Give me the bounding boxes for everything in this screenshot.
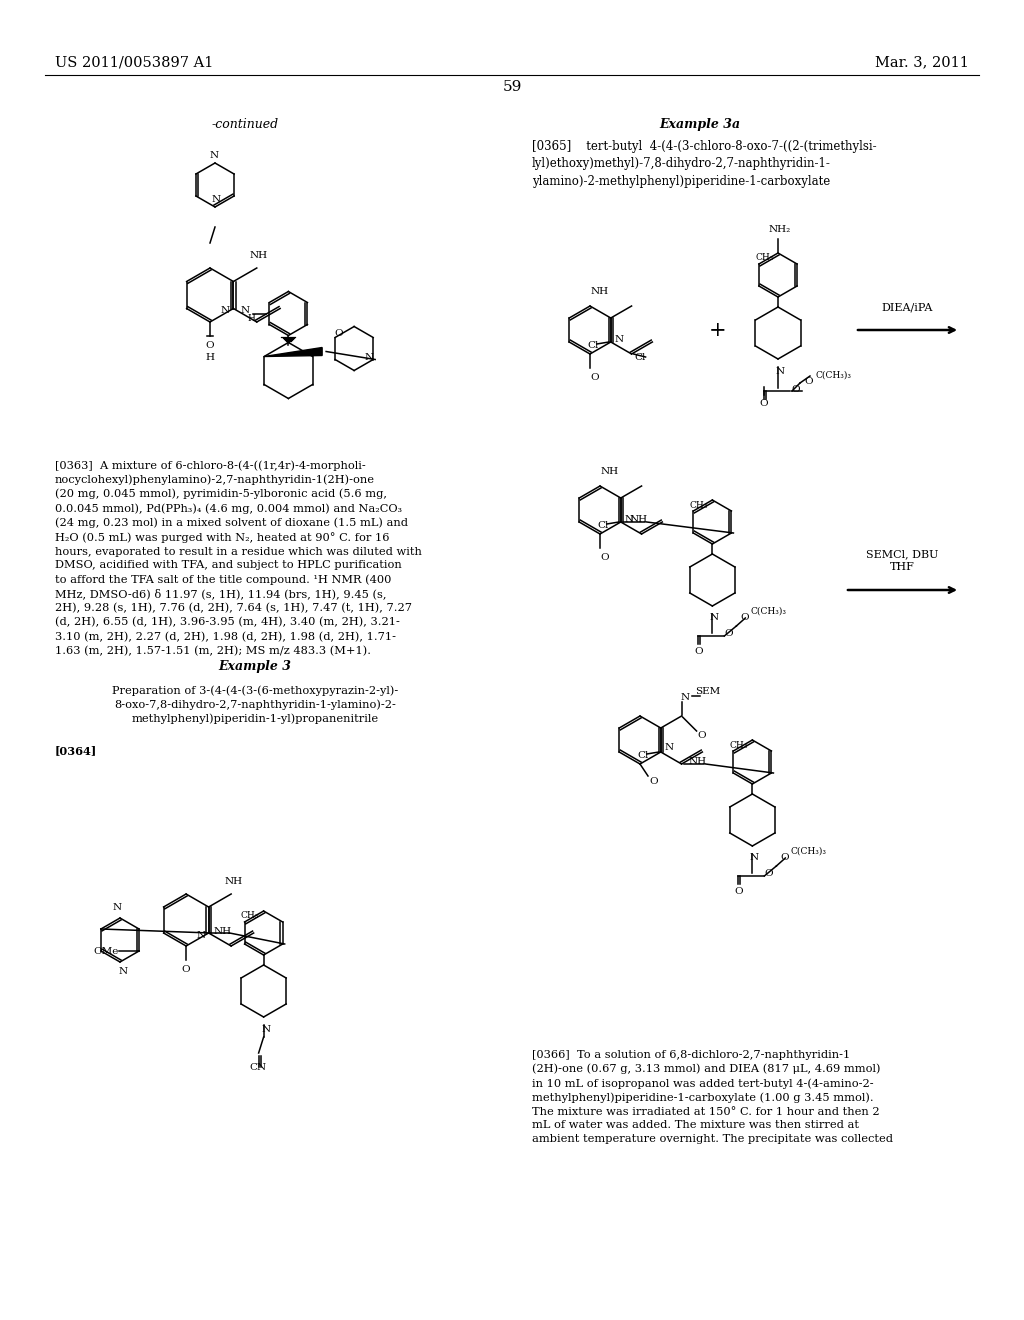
Text: [0364]: [0364] xyxy=(55,744,97,756)
Text: H: H xyxy=(206,352,214,362)
Text: Example 3: Example 3 xyxy=(218,660,292,673)
Text: O: O xyxy=(780,854,788,862)
Text: N: N xyxy=(665,742,674,751)
Text: N: N xyxy=(710,614,719,623)
Text: C(CH₃)₃: C(CH₃)₃ xyxy=(815,371,851,380)
Text: NH: NH xyxy=(601,467,620,477)
Text: [0363]  A mixture of 6-chloro-8-(4-((1r,4r)-4-morpholi-
nocyclohexyl)phenylamino: [0363] A mixture of 6-chloro-8-(4-((1r,4… xyxy=(55,459,422,656)
Text: O: O xyxy=(601,553,609,562)
Text: N: N xyxy=(196,932,205,940)
Text: NH: NH xyxy=(214,927,231,936)
Text: -continued: -continued xyxy=(211,117,279,131)
Text: Mar. 3, 2011: Mar. 3, 2011 xyxy=(876,55,969,69)
Text: N: N xyxy=(211,194,220,203)
Text: N: N xyxy=(365,352,374,362)
Text: H: H xyxy=(248,314,255,323)
Text: N: N xyxy=(261,1024,270,1034)
Text: 59: 59 xyxy=(503,81,521,94)
Text: O: O xyxy=(760,399,768,408)
Text: OMe: OMe xyxy=(93,946,119,956)
Text: N: N xyxy=(119,968,128,977)
Polygon shape xyxy=(264,347,323,356)
Text: CN: CN xyxy=(249,1063,266,1072)
Text: O: O xyxy=(792,385,801,395)
Text: NH: NH xyxy=(630,516,648,524)
Text: Example 3a: Example 3a xyxy=(659,117,740,131)
Text: O: O xyxy=(335,329,343,338)
Text: DIEA/iPA: DIEA/iPA xyxy=(882,302,933,312)
Text: CH₃: CH₃ xyxy=(689,500,708,510)
Text: N: N xyxy=(210,150,218,160)
Text: N: N xyxy=(775,367,784,375)
Text: Cl: Cl xyxy=(637,751,648,759)
Text: NH₂: NH₂ xyxy=(769,226,792,235)
Text: SEMCl, DBU
THF: SEMCl, DBU THF xyxy=(866,549,938,572)
Text: N: N xyxy=(113,903,122,912)
Text: N: N xyxy=(681,693,690,701)
Text: N: N xyxy=(614,334,624,343)
Text: N: N xyxy=(750,854,759,862)
Text: O: O xyxy=(649,777,658,787)
Text: Cl: Cl xyxy=(587,341,598,350)
Text: NH: NH xyxy=(250,252,268,260)
Text: [0366]  To a solution of 6,8-dichloro-2,7-naphthyridin-1
(2H)-one (0.67 g, 3.13 : [0366] To a solution of 6,8-dichloro-2,7… xyxy=(532,1049,893,1144)
Text: N: N xyxy=(241,306,250,315)
Text: CH₃: CH₃ xyxy=(756,253,774,263)
Text: O: O xyxy=(694,648,702,656)
Text: NH: NH xyxy=(591,288,609,297)
Text: +: + xyxy=(710,321,727,339)
Text: O: O xyxy=(206,341,214,350)
Text: C(CH₃)₃: C(CH₃)₃ xyxy=(751,606,786,615)
Text: O: O xyxy=(804,376,813,385)
Text: US 2011/0053897 A1: US 2011/0053897 A1 xyxy=(55,55,213,69)
Text: N: N xyxy=(221,306,230,315)
Text: O: O xyxy=(697,731,706,741)
Text: Cl: Cl xyxy=(634,352,645,362)
Text: O: O xyxy=(182,965,190,974)
Text: CH₃: CH₃ xyxy=(729,741,748,750)
Text: N: N xyxy=(625,515,634,524)
Text: O: O xyxy=(724,630,732,639)
Text: O: O xyxy=(764,870,773,879)
Text: O: O xyxy=(591,374,599,383)
Text: O: O xyxy=(734,887,742,896)
Text: O: O xyxy=(740,614,749,623)
Text: Cl: Cl xyxy=(597,520,608,529)
Text: C(CH₃)₃: C(CH₃)₃ xyxy=(791,846,826,855)
Text: NH: NH xyxy=(688,758,707,767)
Text: [0365]    tert-butyl  4-(4-(3-chloro-8-oxo-7-((2-(trimethylsi-
lyl)ethoxy)methyl: [0365] tert-butyl 4-(4-(3-chloro-8-oxo-7… xyxy=(532,140,877,187)
Text: NH: NH xyxy=(224,878,243,887)
Text: SEM: SEM xyxy=(695,688,721,697)
Text: Preparation of 3-(4-(4-(3-(6-methoxypyrazin-2-yl)-
8-oxo-7,8-dihydro-2,7-naphthy: Preparation of 3-(4-(4-(3-(6-methoxypyra… xyxy=(112,685,398,723)
Text: CH₃: CH₃ xyxy=(241,912,259,920)
